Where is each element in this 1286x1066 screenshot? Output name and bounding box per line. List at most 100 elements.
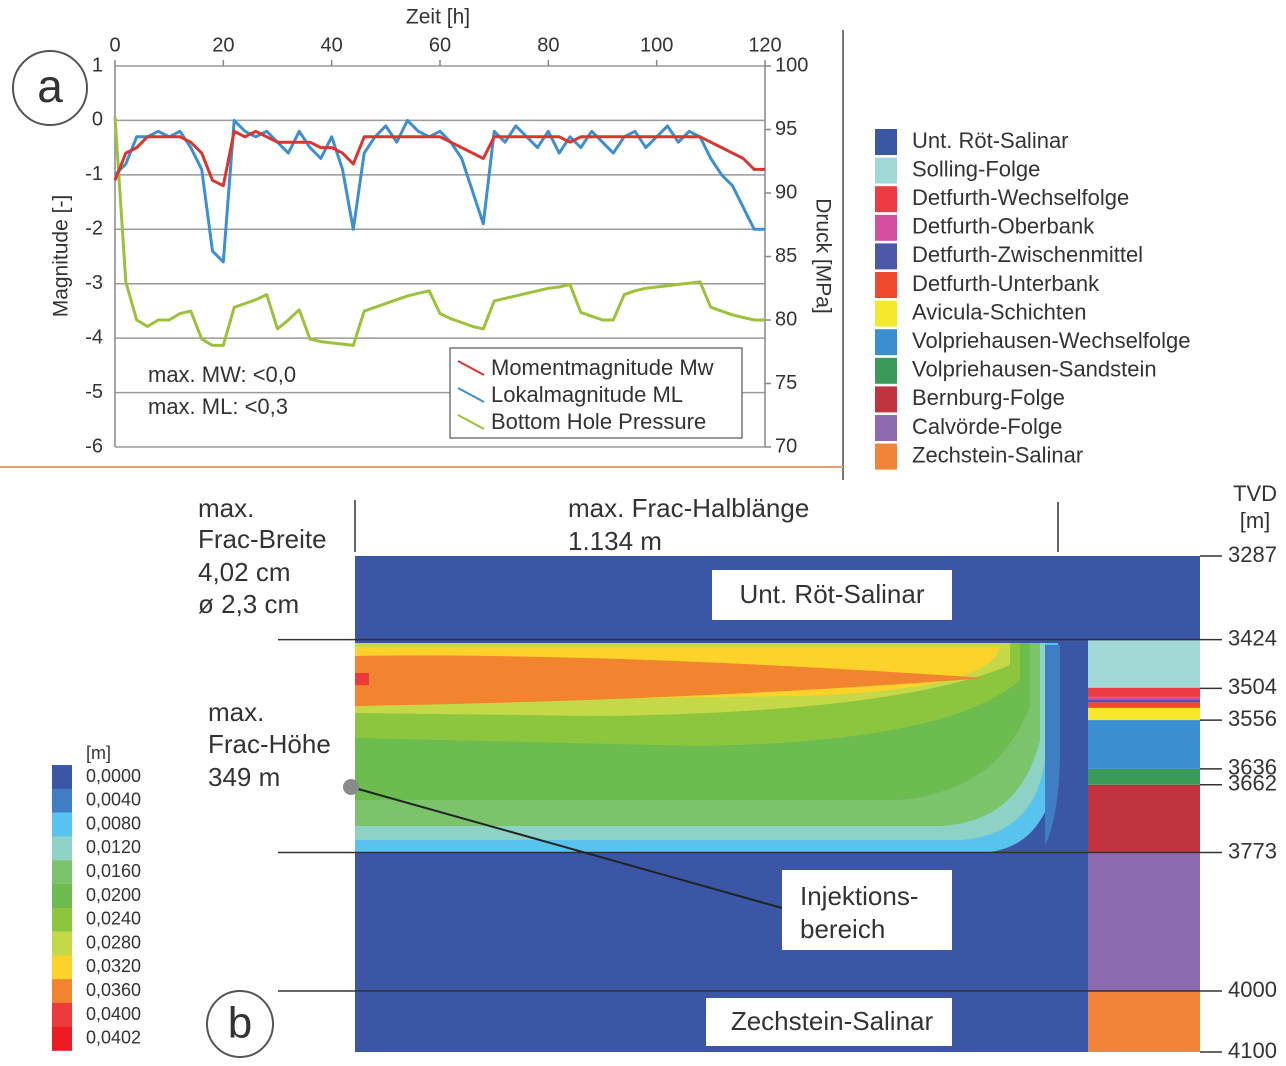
colorbar-label: 0,0120 <box>86 837 141 857</box>
series-line <box>115 120 765 262</box>
figure: a-6-5-4-3-2-1017075808590951000204060801… <box>0 0 1286 1066</box>
strat-layer <box>1088 769 1200 785</box>
half-length-label: max. Frac-Halblänge <box>568 493 809 523</box>
y-tick-label: -1 <box>85 163 103 185</box>
series-line <box>115 131 765 185</box>
height-label: max. <box>208 697 264 727</box>
panel-label: b <box>228 999 252 1048</box>
y-tick-label: -5 <box>85 381 103 403</box>
y2-tick-label: 100 <box>775 54 808 76</box>
y-axis-title: Magnitude [-] <box>50 195 73 318</box>
y-tick-label: -2 <box>85 218 103 240</box>
tvd-tick-label: 3504 <box>1228 674 1277 699</box>
colorbar-label: 0,0400 <box>86 1004 141 1024</box>
legend-swatch <box>875 358 897 384</box>
strat-layer <box>1088 697 1200 699</box>
legend-label: Bernburg-Folge <box>912 385 1065 410</box>
strat-layer <box>1088 688 1200 697</box>
colorbar-label: 0,0040 <box>86 790 141 810</box>
tvd-tick-label: 3424 <box>1228 625 1277 650</box>
legend-swatch <box>875 272 897 298</box>
strat-layer <box>1088 708 1200 720</box>
tvd-tick-label: 3662 <box>1228 771 1277 796</box>
tvd-tick-label: 4000 <box>1228 977 1277 1002</box>
colorbar-label: 0,0402 <box>86 1028 141 1048</box>
strat-layer <box>1088 785 1200 853</box>
y-tick-label: 1 <box>92 54 103 76</box>
width-label: Frac-Breite <box>198 524 327 554</box>
colorbar-swatch <box>52 1027 72 1051</box>
strat-layer <box>1088 702 1200 707</box>
legend-label: Unt. Röt-Salinar <box>912 128 1069 153</box>
strat-layer <box>1088 991 1200 1052</box>
colorbar-label: 0,0360 <box>86 980 141 1000</box>
colorbar-swatch <box>52 979 72 1003</box>
legend-swatch <box>875 301 897 327</box>
legend-label: Bottom Hole Pressure <box>491 409 706 434</box>
colorbar-swatch <box>52 908 72 932</box>
unit-label: Unt. Röt-Salinar <box>740 579 925 609</box>
y2-axis-title: Druck [MPa] <box>811 198 834 314</box>
x-axis-title: Zeit [h] <box>406 6 470 29</box>
y2-tick-label: 85 <box>775 245 797 267</box>
colorbar-unit: [m] <box>86 743 111 763</box>
colorbar-swatch <box>52 884 72 908</box>
colorbar-swatch <box>52 789 72 813</box>
x-tick-label: 40 <box>321 34 343 56</box>
legend-label: Solling-Folge <box>912 156 1040 181</box>
legend-label: Detfurth-Unterbank <box>912 271 1100 296</box>
y-tick-label: -3 <box>85 272 103 294</box>
legend-label: Lokalmagnitude ML <box>491 382 683 407</box>
legend-swatch <box>875 215 897 241</box>
x-tick-label: 120 <box>748 34 781 56</box>
legend-swatch <box>875 186 897 212</box>
y-tick-label: 0 <box>92 109 103 131</box>
legend-swatch <box>875 386 897 412</box>
legend-swatch <box>875 444 897 470</box>
tvd-title: TVD <box>1233 481 1277 506</box>
x-tick-label: 80 <box>537 34 559 56</box>
colorbar-label: 0,0080 <box>86 813 141 833</box>
max-width: 4,02 cm <box>198 557 291 587</box>
half-length: 1.134 m <box>568 526 662 556</box>
x-tick-label: 20 <box>212 34 234 56</box>
y-tick-label: -4 <box>85 326 103 348</box>
strat-layer <box>1088 853 1200 991</box>
colorbar-swatch <box>52 860 72 884</box>
legend-label: Detfurth-Oberbank <box>912 214 1095 239</box>
y2-tick-label: 95 <box>775 118 797 140</box>
strat-layer <box>1088 720 1200 769</box>
colorbar-swatch <box>52 765 72 789</box>
y2-tick-label: 80 <box>775 308 797 330</box>
legend-swatch <box>875 243 897 269</box>
tvd-tick-label: 3556 <box>1228 706 1277 731</box>
annotation: max. ML: <0,3 <box>148 394 288 419</box>
legend-label: Momentmagnitude Mw <box>491 355 714 380</box>
colorbar-label: 0,0320 <box>86 956 141 976</box>
height: 349 m <box>208 762 280 792</box>
colorbar-swatch <box>52 836 72 860</box>
legend-label: Volpriehausen-Wechselfolge <box>912 328 1190 353</box>
page: a-6-5-4-3-2-1017075808590951000204060801… <box>0 0 1286 1066</box>
tvd-tick-label: 3287 <box>1228 542 1277 567</box>
width-label: max. <box>198 493 254 523</box>
legend-label: Volpriehausen-Sandstein <box>912 357 1157 382</box>
strat-layer <box>1088 640 1200 688</box>
injection-label: Injektions- <box>800 881 919 911</box>
tvd-tick-label: 4100 <box>1228 1038 1277 1063</box>
colorbar-swatch <box>52 1003 72 1027</box>
injection-point <box>343 779 359 795</box>
x-tick-label: 100 <box>640 34 673 56</box>
x-tick-label: 60 <box>429 34 451 56</box>
y2-tick-label: 90 <box>775 181 797 203</box>
legend-swatch <box>875 329 897 355</box>
height-label: Frac-Höhe <box>208 729 331 759</box>
annotation: max. MW: <0,0 <box>148 362 296 387</box>
legend-label: Zechstein-Salinar <box>912 442 1083 467</box>
colorbar-swatch <box>52 955 72 979</box>
colorbar-swatch <box>52 932 72 956</box>
y2-tick-label: 70 <box>775 435 797 457</box>
unit-label: Zechstein-Salinar <box>731 1006 934 1036</box>
y-tick-label: -6 <box>85 435 103 457</box>
colorbar-label: 0,0000 <box>86 766 141 786</box>
